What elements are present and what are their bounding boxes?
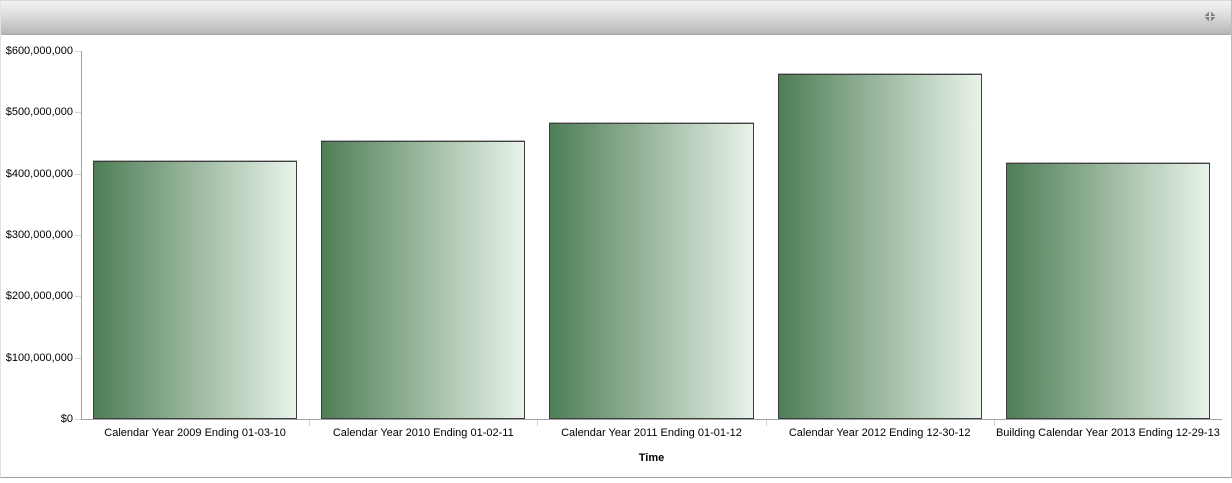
- x-axis-line: [81, 419, 1222, 420]
- y-axis-line: [81, 51, 82, 420]
- x-axis-title: Time: [638, 452, 665, 464]
- panel-header-bar: [1, 0, 1231, 35]
- y-axis-tick-mark: [75, 296, 81, 298]
- collapse-arrows-glyph: [1204, 11, 1216, 22]
- bar-2[interactable]: [321, 141, 526, 419]
- bar-4[interactable]: [777, 74, 982, 419]
- y-axis-tick-mark: [75, 235, 81, 236]
- x-axis-tick-mark: [765, 420, 767, 426]
- y-axis-tick-label: $0: [60, 413, 73, 425]
- y-axis-tick-mark: [75, 357, 81, 359]
- y-axis-tick-mark: [75, 51, 81, 52]
- y-axis-tick-label: $200,000,000: [5, 290, 73, 303]
- x-axis-tick-mark: [537, 420, 539, 426]
- bar-5[interactable]: [1005, 163, 1210, 419]
- y-axis-tick-mark: [75, 173, 81, 175]
- x-axis-tick-mark: [309, 420, 311, 426]
- bar-1[interactable]: [93, 161, 298, 419]
- bar-3[interactable]: [549, 123, 754, 419]
- x-axis-category-label: Calendar Year 2009 Ending 01-03-10: [104, 427, 286, 439]
- y-axis-tick-label: $300,000,000: [5, 229, 73, 241]
- x-axis-category-label: Building Calendar Year 2013 Ending 12-29…: [995, 427, 1220, 439]
- y-axis-tick-label: $600,000,000: [5, 45, 73, 57]
- collapse-icon[interactable]: [1203, 10, 1217, 23]
- x-axis-category-label: Calendar Year 2010 Ending 01-02-11: [332, 427, 514, 439]
- y-axis-tick-mark: [75, 419, 81, 420]
- y-axis-tick-label: $400,000,000: [5, 167, 73, 180]
- x-axis-tick-mark: [993, 420, 995, 426]
- bar-chart-plot-area: $0 $100,000,000 $200,000,000 $300,000,000 $4…: [1, 35, 1231, 477]
- y-axis-tick-label: $100,000,000: [5, 351, 73, 364]
- y-axis-tick-label: $500,000,000: [5, 106, 73, 119]
- x-axis-category-label: Calendar Year 2012 Ending 12-30-12: [788, 427, 971, 439]
- x-axis-category-label: Calendar Year 2011 Ending 01-01-12: [561, 427, 742, 439]
- y-axis-tick-mark: [75, 112, 81, 114]
